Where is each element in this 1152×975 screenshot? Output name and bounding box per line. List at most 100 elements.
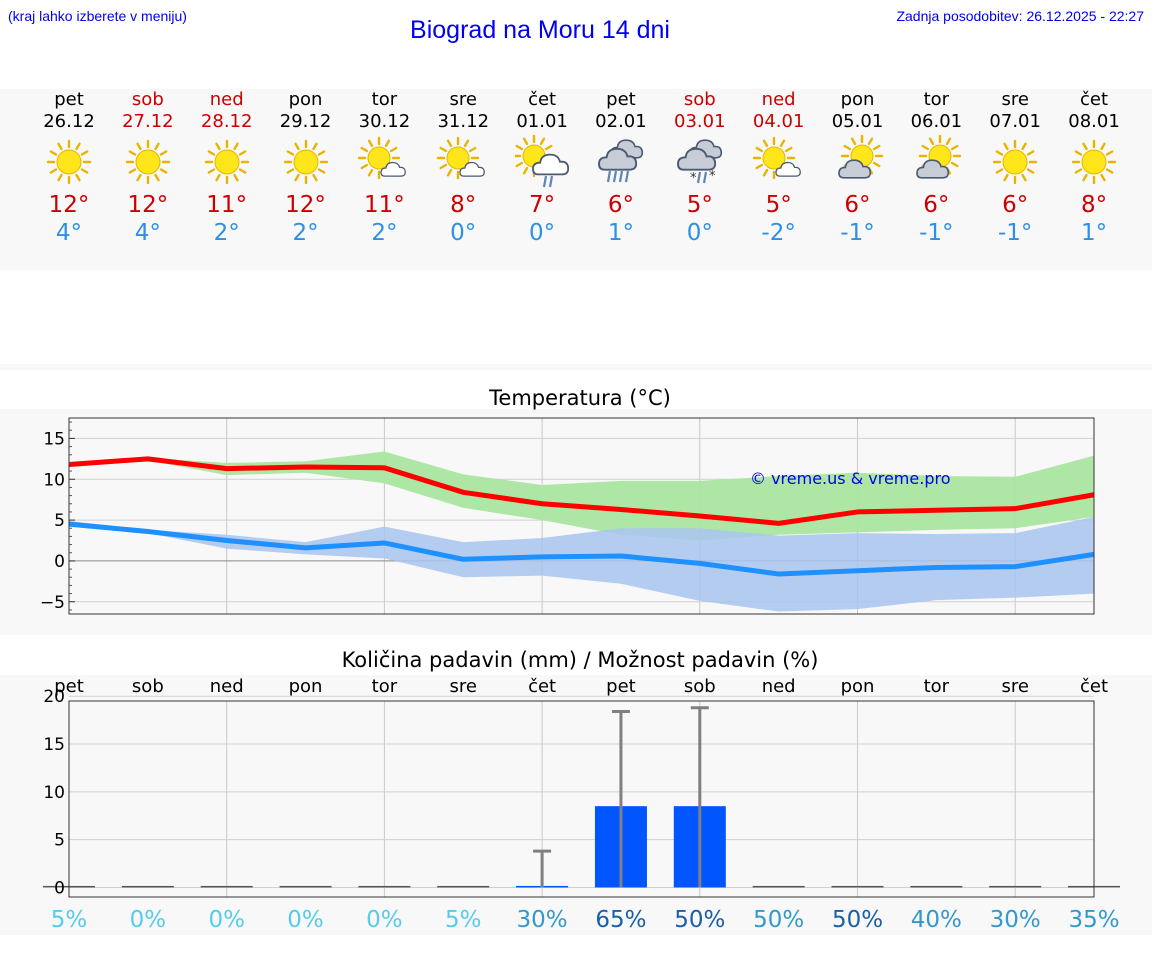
temp-max: 5° <box>686 192 713 218</box>
day-name: pet <box>606 89 636 110</box>
forecast-day: pon 05.01 6° -1° <box>818 88 897 247</box>
precip-bar <box>752 885 805 888</box>
precip-bar <box>831 885 884 888</box>
sunny-icon <box>283 139 328 185</box>
day-name: sre <box>449 89 477 110</box>
precip-probability: 0% <box>130 907 167 933</box>
precip-probability: 30% <box>517 907 568 933</box>
precip-probability: 50% <box>832 907 883 933</box>
precip-bar <box>279 885 332 888</box>
sun-behind-cloud-icon <box>916 135 962 179</box>
day-date: 26.12 <box>43 111 95 132</box>
temp-min: -2° <box>761 220 796 246</box>
max-temp-line <box>68 456 1095 526</box>
day-date: 27.12 <box>122 111 174 132</box>
y-tick-label: 15 <box>43 429 65 449</box>
day-name: tor <box>923 89 950 110</box>
day-name: čet <box>1080 89 1109 110</box>
precip-probability: 35% <box>1068 907 1119 933</box>
temp-min: 0° <box>450 220 477 246</box>
temp-max: 8° <box>450 192 477 218</box>
temperature-chart-title: Temperatura (°C) <box>489 386 671 410</box>
y-tick-label: 5 <box>54 831 65 851</box>
precip-probability: 65% <box>595 907 646 933</box>
day-label: čet <box>1080 676 1108 697</box>
day-name: pet <box>54 89 84 110</box>
sunny-icon <box>992 139 1038 185</box>
day-date: 04.01 <box>752 111 805 132</box>
day-label: ned <box>210 676 244 697</box>
forecast-day: pon 29.12 12° 2° <box>266 88 345 247</box>
day-label: tor <box>924 676 950 697</box>
cloud-rain-icon <box>597 139 644 183</box>
separator <box>0 364 1152 370</box>
temp-max: 12° <box>48 192 90 218</box>
precip-probability: 50% <box>674 907 725 933</box>
day-name: ned <box>209 89 244 110</box>
day-label: pet <box>54 676 84 697</box>
temp-min: -1° <box>997 220 1033 246</box>
temp-max: 7° <box>529 192 556 218</box>
temp-max: 12° <box>127 192 169 218</box>
precip-bar <box>200 885 253 888</box>
precip-bar <box>910 885 963 888</box>
temp-max: 11° <box>364 192 405 218</box>
temp-min: 0° <box>686 220 713 246</box>
day-label: sre <box>1001 676 1028 697</box>
day-name: pon <box>288 89 323 110</box>
precip-bar <box>437 885 490 888</box>
temperature-chart: −5 0 5 10 15 © vreme.us & vreme.pro <box>40 417 1095 615</box>
sun-small-cloud-icon <box>437 136 486 180</box>
temp-max: 8° <box>1080 192 1108 218</box>
day-date: 29.12 <box>279 111 332 132</box>
day-date: 03.01 <box>674 111 726 132</box>
precip-bar <box>121 885 174 888</box>
forecast-day: tor 30.12 11° 2° <box>345 88 424 247</box>
forecast-day: tor 06.01 6° -1° <box>897 88 976 247</box>
y-tick-label: 0 <box>54 552 65 572</box>
sun-small-cloud-icon <box>358 136 407 180</box>
day-date: 30.12 <box>358 111 411 132</box>
temp-min: 2° <box>371 220 398 246</box>
temp-max: 6° <box>1002 192 1029 218</box>
svg-text:*: * <box>709 169 716 184</box>
forecast-day: sob 27.12 12° 4° <box>108 88 187 247</box>
day-label: tor <box>372 676 398 697</box>
temp-max: 12° <box>285 192 326 218</box>
day-label: pet <box>606 676 636 697</box>
day-date: 08.01 <box>1068 111 1120 132</box>
forecast-day: sob 03.01 * * 5° 0° <box>660 88 739 247</box>
forecast-day: čet 08.01 8° 1° <box>1055 88 1134 247</box>
plot-frame <box>68 700 1095 898</box>
min-temp-line <box>68 521 1095 577</box>
sunny-icon <box>204 139 249 185</box>
plot-frame <box>68 417 1095 615</box>
sunny-icon <box>1071 139 1117 185</box>
y-tick-label: 15 <box>43 735 65 755</box>
precip-probability: 5% <box>445 907 482 933</box>
temp-max: 6° <box>607 192 634 218</box>
day-date: 02.01 <box>595 111 647 132</box>
forecast-day: pet 26.12 12° 4° <box>30 88 109 247</box>
temp-min: 1° <box>607 220 634 246</box>
precip-probability: 0% <box>287 907 324 933</box>
precip-probability: 30% <box>990 907 1041 933</box>
forecast-day: pet 02.01 6° 1° <box>581 88 660 247</box>
location-menu-link[interactable]: (kraj lahko izberete v meniju) <box>8 8 187 24</box>
temp-min: 4° <box>134 220 161 246</box>
day-date: 05.01 <box>831 111 884 132</box>
precip-bar <box>989 885 1042 888</box>
forecast-day: čet 01.01 7° 0° <box>503 88 582 247</box>
day-name: sob <box>131 89 164 110</box>
watermark: © vreme.us & vreme.pro <box>750 469 951 488</box>
temp-min: 0° <box>529 220 556 246</box>
temp-min: 4° <box>55 220 83 246</box>
sunny-icon <box>46 139 92 185</box>
svg-text:*: * <box>690 171 697 186</box>
precip-probability: 0% <box>208 907 245 933</box>
forecast-day: sre 07.01 6° -1° <box>976 88 1055 247</box>
day-name: ned <box>761 89 796 110</box>
sun-cloud-rain-icon <box>515 135 570 188</box>
min-temp-range-band <box>69 516 1095 612</box>
precipitation-chart: 0 5 10 15 20 pet sob ned pon tor sre čet pet sob ned p… <box>43 676 1121 933</box>
